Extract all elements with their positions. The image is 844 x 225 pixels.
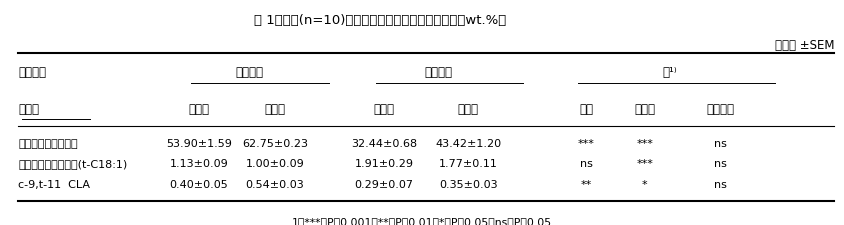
Text: 1.13±0.09: 1.13±0.09 (170, 158, 229, 169)
Text: 0.54±0.03: 0.54±0.03 (246, 179, 304, 189)
Text: 飽食区: 飽食区 (457, 103, 479, 116)
Text: 1）***：P＜0.001　**：P＜0.01　*：P＜0.05　ns：P＞0.05: 1）***：P＜0.001 **：P＜0.01 *：P＜0.05 ns：P＞0.… (292, 216, 552, 225)
Text: *: * (642, 179, 647, 189)
Text: 0.29±0.07: 0.29±0.07 (354, 179, 414, 189)
Text: 飽食区: 飽食区 (264, 103, 285, 116)
Text: 維持区: 維持区 (374, 103, 395, 116)
Text: 全不飽和脂肪酸割合: 全不飽和脂肪酸割合 (19, 138, 78, 148)
Text: 処理区: 処理区 (19, 103, 39, 116)
Text: 腎臓脂肪: 腎臓脂肪 (425, 66, 453, 79)
Text: 1.77±0.11: 1.77±0.11 (439, 158, 498, 169)
Text: ns: ns (714, 179, 727, 189)
Text: 43.42±1.20: 43.42±1.20 (436, 138, 501, 148)
Text: 蓄積部位: 蓄積部位 (19, 66, 46, 79)
Text: ***: *** (577, 138, 594, 148)
Text: ***: *** (636, 138, 653, 148)
Text: ns: ns (714, 138, 727, 148)
Text: 表 1．山羊(n=10)の脂肪組織における脂肪酸組成（wt.%）: 表 1．山羊(n=10)の脂肪組織における脂肪酸組成（wt.%） (254, 14, 506, 27)
Text: **: ** (581, 179, 592, 189)
Text: 62.75±0.23: 62.75±0.23 (241, 138, 308, 148)
Text: トランスバクセン酸(t-C18:1): トランスバクセン酸(t-C18:1) (19, 158, 127, 169)
Text: ns: ns (714, 158, 727, 169)
Text: 差¹⁾: 差¹⁾ (663, 66, 678, 79)
Text: 0.40±0.05: 0.40±0.05 (170, 179, 229, 189)
Text: 交互作用: 交互作用 (706, 103, 734, 116)
Text: 維持区: 維持区 (188, 103, 209, 116)
Text: 平均値 ±SEM: 平均値 ±SEM (775, 39, 834, 52)
Text: 0.35±0.03: 0.35±0.03 (439, 179, 498, 189)
Text: 32.44±0.68: 32.44±0.68 (351, 138, 417, 148)
Text: 1.00±0.09: 1.00±0.09 (246, 158, 304, 169)
Text: ns: ns (580, 158, 592, 169)
Text: 1.91±0.29: 1.91±0.29 (354, 158, 414, 169)
Text: c-9,t-11  CLA: c-9,t-11 CLA (19, 179, 90, 189)
Text: 53.90±1.59: 53.90±1.59 (166, 138, 232, 148)
Text: 処理区: 処理区 (635, 103, 656, 116)
Text: 皮下脂肪: 皮下脂肪 (235, 66, 263, 79)
Text: ***: *** (636, 158, 653, 169)
Text: 部位: 部位 (579, 103, 593, 116)
